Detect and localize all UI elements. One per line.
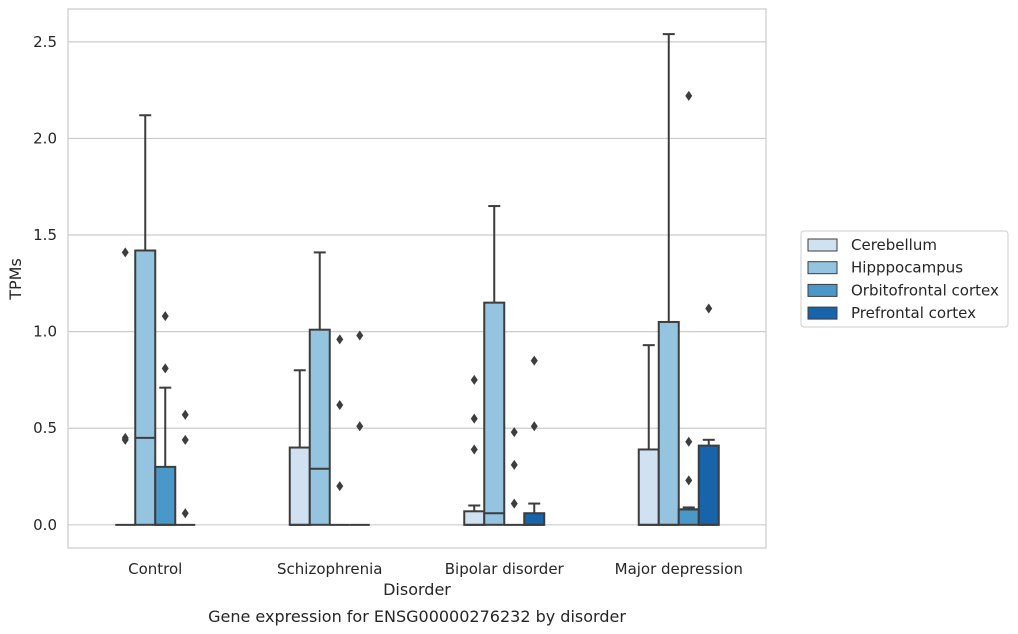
legend-frame xyxy=(800,230,1009,328)
box-1-2 xyxy=(329,334,350,526)
box-0-1 xyxy=(134,114,157,526)
x-ticks: Control Schizophrenia Bipolar disorder Majo… xyxy=(128,560,743,578)
box-body xyxy=(154,465,177,526)
plot-frame xyxy=(67,8,767,549)
outlier-point xyxy=(356,330,364,341)
x-axis-title: Disorder xyxy=(383,580,451,599)
box-body xyxy=(134,249,157,526)
outlier-point xyxy=(705,303,713,314)
outlier-point xyxy=(181,434,189,445)
outlier-point xyxy=(470,413,478,424)
box-body xyxy=(523,512,546,526)
box-2-2 xyxy=(504,427,525,526)
outlier-point xyxy=(356,421,364,432)
legend-label: Hipppocampus xyxy=(851,259,963,277)
outlier-point xyxy=(685,436,693,447)
legend-swatch xyxy=(807,283,838,297)
outlier-point xyxy=(161,363,169,374)
y-tick-label: 2.0 xyxy=(33,129,57,147)
box-0-3 xyxy=(175,409,196,526)
legend-label: Cerebellum xyxy=(851,236,937,254)
outlier-point xyxy=(470,444,478,455)
outlier-point xyxy=(181,508,189,519)
y-tick-label: 1.0 xyxy=(33,323,57,341)
box-2-0 xyxy=(463,374,486,526)
y-tick-label: 1.5 xyxy=(33,226,57,244)
box-0-0 xyxy=(115,247,136,526)
outlier-point xyxy=(121,432,129,443)
box-3-0 xyxy=(637,344,660,526)
x-tick-label: Schizophrenia xyxy=(277,560,382,578)
legend-label: Prefrontal cortex xyxy=(851,304,976,322)
boxes xyxy=(115,33,720,526)
box-body xyxy=(677,508,700,526)
outlier-point xyxy=(336,334,344,345)
legend-swatch xyxy=(807,238,838,252)
box-3-1 xyxy=(657,33,680,526)
outlier-point xyxy=(336,481,344,492)
box-1-0 xyxy=(288,369,311,526)
legend: Cerebellum Hipppocampus Orbitofrontal cort… xyxy=(800,230,1009,328)
legend-label: Orbitofrontal cortex xyxy=(851,281,999,299)
outlier-point xyxy=(530,355,538,366)
y-axis-title: TPMs xyxy=(6,258,25,301)
outlier-point xyxy=(530,421,538,432)
outlier-point xyxy=(470,374,478,385)
x-tick-label: Control xyxy=(128,560,182,578)
y-tick-label: 0.0 xyxy=(33,516,57,534)
box-body xyxy=(463,510,486,526)
box-body xyxy=(697,444,720,526)
legend-swatch xyxy=(807,306,838,320)
box-body xyxy=(657,320,680,526)
box-0-2 xyxy=(154,311,177,526)
outlier-point xyxy=(161,311,169,322)
box-body xyxy=(288,446,311,526)
chart-caption: Gene expression for ENSG00000276232 by d… xyxy=(208,607,626,626)
y-tick-label: 0.5 xyxy=(33,419,57,437)
y-ticks: 0.0 0.5 1.0 1.5 2.0 2.5 xyxy=(33,33,57,534)
box-3-3 xyxy=(697,303,720,526)
box-body xyxy=(637,448,660,526)
outlier-point xyxy=(336,400,344,411)
outlier-point xyxy=(510,427,518,438)
x-tick-label: Bipolar disorder xyxy=(445,560,565,578)
outlier-point xyxy=(685,475,693,486)
box-body xyxy=(483,301,506,526)
outlier-point xyxy=(181,409,189,420)
box-1-3 xyxy=(349,330,370,526)
outlier-point xyxy=(510,498,518,509)
box-2-3 xyxy=(523,355,546,526)
box-body xyxy=(308,328,331,526)
outlier-point xyxy=(510,459,518,470)
y-tick-label: 2.5 xyxy=(33,33,57,51)
legend-swatch xyxy=(807,261,838,275)
box-1-1 xyxy=(308,251,331,526)
x-tick-label: Major depression xyxy=(615,560,743,578)
box-2-1 xyxy=(483,205,506,526)
outlier-point xyxy=(121,247,129,258)
outlier-point xyxy=(685,90,693,101)
